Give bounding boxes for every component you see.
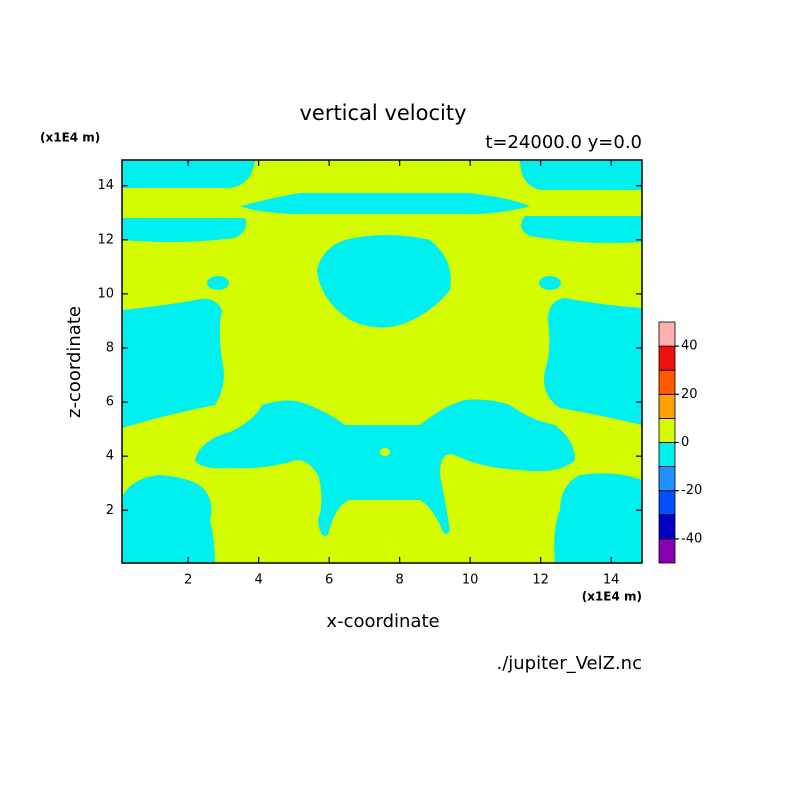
colorbar-tick-label: -20 xyxy=(681,483,702,498)
colorbar-band xyxy=(658,442,676,468)
y-tick-label: 8 xyxy=(106,340,114,355)
colorbar-tick-label: 0 xyxy=(681,435,689,450)
contour-region xyxy=(554,473,642,563)
contour-region xyxy=(122,218,247,243)
contour-region xyxy=(207,276,229,290)
contour-region xyxy=(122,475,215,563)
colorbar-tick-label: 40 xyxy=(681,339,698,354)
y-axis-label: z-coordinate xyxy=(64,306,85,418)
chart-title: vertical velocity xyxy=(299,101,466,125)
contour-region xyxy=(122,160,255,188)
contour-field xyxy=(122,160,642,563)
colorbar-band xyxy=(658,417,676,443)
chart-subtitle: t=24000.0 y=0.0 xyxy=(485,132,642,153)
x-tick-label: 10 xyxy=(462,573,479,588)
x-tick-label: 2 xyxy=(184,573,192,588)
y-tick-label: 4 xyxy=(106,449,114,464)
y-tick-label: 6 xyxy=(106,395,114,410)
colorbar-band xyxy=(658,490,676,516)
x-axis-label: x-coordinate xyxy=(326,611,439,632)
colorbar-band xyxy=(658,321,676,347)
y-tick-label: 12 xyxy=(97,232,114,247)
plot-frame xyxy=(121,159,643,564)
contour-region xyxy=(539,276,561,290)
source-label: ./jupiter_VelZ.nc xyxy=(496,653,642,674)
colorbar-band xyxy=(658,538,676,564)
x-tick-label: 8 xyxy=(395,573,403,588)
contour-region xyxy=(520,160,642,190)
x-tick-label: 12 xyxy=(532,573,549,588)
x-tick-label: 4 xyxy=(254,573,262,588)
x-tick-label: 6 xyxy=(325,573,333,588)
contour-region xyxy=(122,298,224,428)
colorbar-tick-label: -40 xyxy=(681,531,702,546)
colorbar-tick-label: 20 xyxy=(681,387,698,402)
x-unit: (x1E4 m) xyxy=(582,590,642,604)
contour-region xyxy=(380,448,390,456)
x-tick-label: 14 xyxy=(603,573,620,588)
contour-region xyxy=(195,399,575,536)
contour-region xyxy=(240,193,530,214)
colorbar-band xyxy=(658,466,676,492)
y-tick-label: 2 xyxy=(106,503,114,518)
y-tick-label: 10 xyxy=(97,286,114,301)
y-tick-label: 14 xyxy=(97,178,114,193)
colorbar-band xyxy=(658,345,676,371)
contour-region xyxy=(317,235,451,328)
colorbar-band xyxy=(658,514,676,540)
colorbar-band xyxy=(658,393,676,419)
y-unit: (x1E4 m) xyxy=(40,131,100,145)
contour-region xyxy=(544,298,642,425)
colorbar-band xyxy=(658,369,676,395)
contour-region xyxy=(521,216,642,244)
